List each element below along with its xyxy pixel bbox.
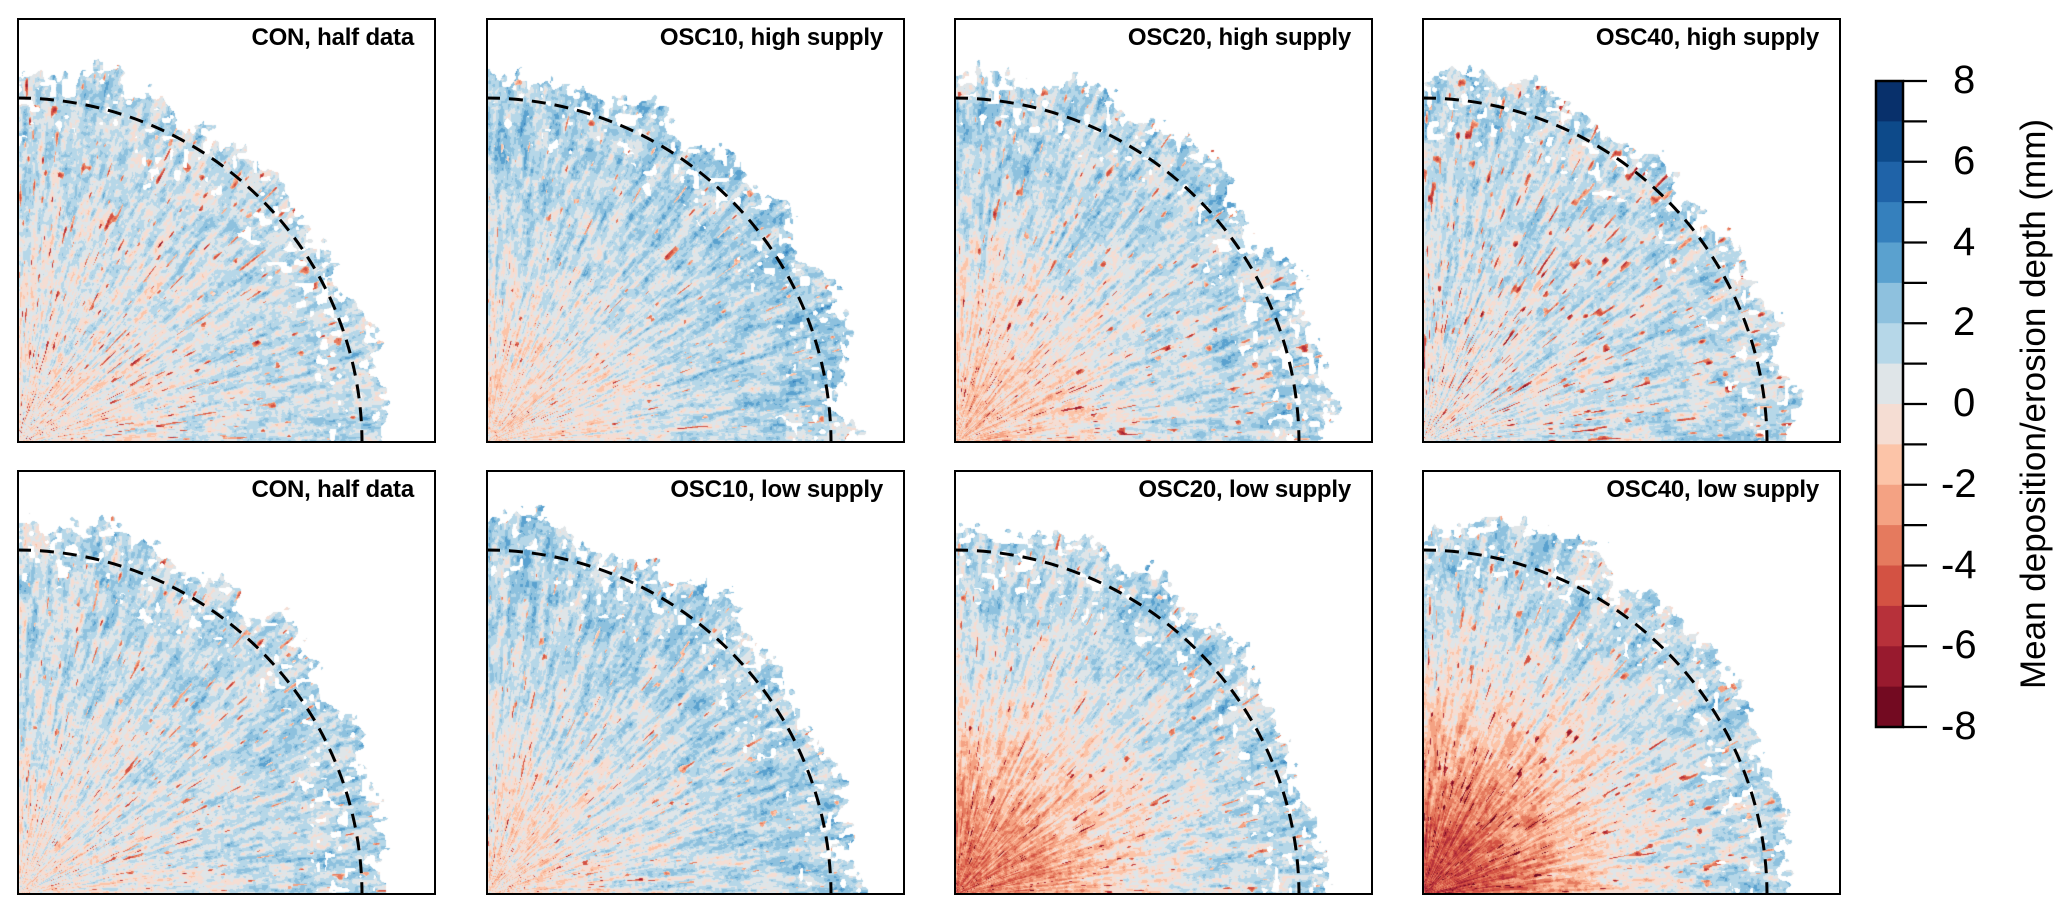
dashed-reference-arc bbox=[1422, 96, 1769, 443]
colorbar-bin bbox=[1876, 202, 1903, 243]
deposition-map bbox=[486, 18, 905, 443]
colorbar-bin bbox=[1876, 161, 1903, 203]
panel-title: OSC20, low supply bbox=[1138, 476, 1351, 503]
colorbar-bin bbox=[1876, 121, 1903, 163]
colorbar-tick-label: 4 bbox=[1953, 219, 1976, 264]
map-panel: OSC40, high supply bbox=[1422, 18, 1841, 443]
deposition-map bbox=[954, 18, 1373, 443]
colorbar-bin bbox=[1876, 323, 1903, 365]
deposition-map bbox=[954, 470, 1373, 895]
map-panel: CON, half data bbox=[17, 470, 436, 895]
deposition-map bbox=[17, 18, 436, 443]
colorbar-axis-label: Mean deposition/erosion depth (mm) bbox=[2014, 118, 2053, 690]
colorbar bbox=[1874, 79, 1927, 729]
deposition-map bbox=[486, 470, 905, 895]
colorbar-bin bbox=[1876, 363, 1903, 405]
colorbar-tick-label: 0 bbox=[1953, 381, 1976, 425]
reference-arc-layer bbox=[1422, 548, 1769, 895]
reference-arc-layer bbox=[954, 96, 1301, 443]
reference-arc-layer bbox=[954, 548, 1301, 895]
panel-title: OSC10, high supply bbox=[659, 24, 883, 51]
map-panel: OSC20, low supply bbox=[954, 470, 1373, 895]
reference-arc-layer bbox=[486, 548, 833, 895]
colorbar-tick-label: -2 bbox=[1941, 461, 1977, 506]
panel-title: OSC20, high supply bbox=[1127, 24, 1351, 51]
map-panel: CON, half data bbox=[17, 18, 436, 443]
colorbar-bin bbox=[1876, 404, 1903, 445]
map-panel: OSC10, high supply bbox=[486, 18, 905, 443]
colorbar-bin bbox=[1876, 686, 1903, 728]
colorbar-tick-label: -4 bbox=[1941, 542, 1977, 587]
reference-arc-layer bbox=[1422, 96, 1769, 443]
map-panel: OSC10, low supply bbox=[486, 470, 905, 895]
deposition-map bbox=[1422, 470, 1841, 895]
deposition-map bbox=[17, 470, 436, 895]
map-panel: OSC20, high supply bbox=[954, 18, 1373, 443]
colorbar-tick-label: 6 bbox=[1953, 138, 1976, 183]
panel-title: OSC40, high supply bbox=[1595, 24, 1819, 51]
deposition-map bbox=[1422, 18, 1841, 443]
dashed-reference-arc bbox=[17, 96, 364, 443]
dashed-reference-arc bbox=[954, 96, 1301, 443]
panel-title: CON, half data bbox=[251, 476, 414, 503]
reference-arc-layer bbox=[486, 96, 833, 443]
colorbar-bin bbox=[1876, 81, 1903, 122]
map-panel: OSC40, low supply bbox=[1422, 470, 1841, 895]
reference-arc-layer bbox=[17, 548, 364, 895]
colorbar-bin bbox=[1876, 484, 1903, 526]
panel-title: OSC40, low supply bbox=[1606, 476, 1819, 503]
colorbar-bin bbox=[1876, 242, 1903, 284]
panel-title: CON, half data bbox=[251, 24, 414, 51]
colorbar-tick-label: -8 bbox=[1941, 704, 1977, 748]
colorbar-tick-label: 2 bbox=[1953, 300, 1976, 345]
panel-title: OSC10, low supply bbox=[670, 476, 883, 503]
dashed-reference-arc bbox=[486, 548, 833, 895]
dashed-reference-arc bbox=[1422, 548, 1769, 895]
colorbar-tick-label: -6 bbox=[1941, 623, 1977, 668]
colorbar-bin bbox=[1876, 444, 1903, 486]
dashed-reference-arc bbox=[954, 548, 1301, 895]
colorbar-bin bbox=[1876, 565, 1903, 607]
colorbar-tick-label: 8 bbox=[1953, 58, 1976, 102]
reference-arc-layer bbox=[17, 96, 364, 443]
dashed-reference-arc bbox=[17, 548, 364, 895]
colorbar-bin bbox=[1876, 282, 1903, 324]
colorbar-bin bbox=[1876, 646, 1903, 688]
dashed-reference-arc bbox=[486, 96, 833, 443]
colorbar-bin bbox=[1876, 525, 1903, 566]
colorbar-bin bbox=[1876, 605, 1903, 647]
